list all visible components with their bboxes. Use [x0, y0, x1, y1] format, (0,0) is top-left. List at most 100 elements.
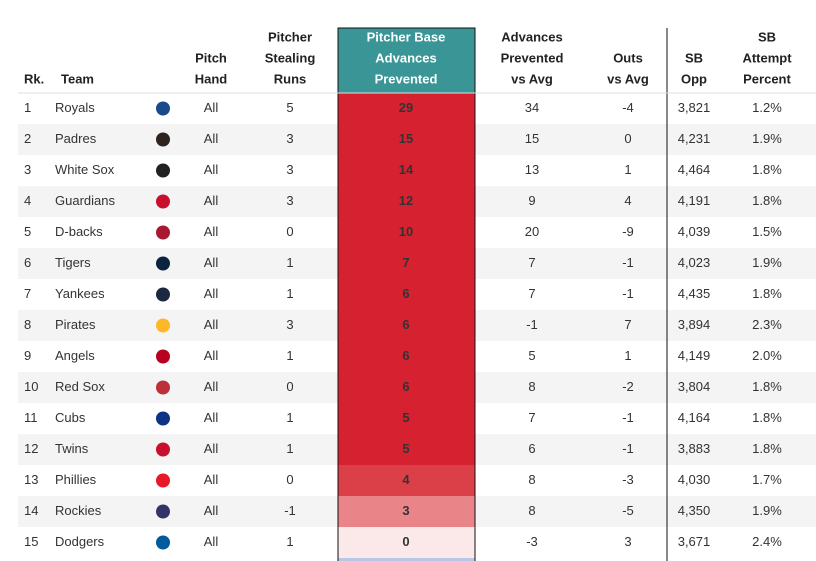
cell: All	[204, 162, 219, 177]
heat-cell	[338, 93, 475, 124]
cell: 1.9%	[752, 255, 782, 270]
cell: 4,023	[678, 255, 711, 270]
cell: -1	[622, 255, 634, 270]
column-header: Prevented	[375, 71, 438, 86]
team-logo	[156, 349, 170, 364]
cell: 10	[399, 224, 413, 239]
cell: 1.8%	[752, 441, 782, 456]
cell: -9	[622, 224, 634, 239]
cell: 3,894	[678, 317, 711, 332]
team-name: Yankees	[55, 286, 105, 301]
heat-cell	[338, 155, 475, 186]
cell: -1	[284, 503, 296, 518]
cell: 8	[528, 472, 535, 487]
cell: 3,804	[678, 379, 711, 394]
cell: 7	[624, 317, 631, 332]
cell: 0	[286, 379, 293, 394]
cell: 3	[402, 503, 409, 518]
cell: -5	[622, 503, 634, 518]
team-name: Red Sox	[55, 379, 105, 394]
highlight-border	[337, 27, 476, 561]
heat-cell	[338, 527, 475, 558]
column-header: vs Avg	[511, 71, 553, 86]
heat-cell	[338, 558, 475, 561]
cell: 15	[399, 131, 413, 146]
cell: 1	[286, 410, 293, 425]
team-name: Rockies	[55, 503, 102, 518]
heat-cell	[338, 465, 475, 496]
cell: 14	[399, 162, 414, 177]
cell: 5	[402, 410, 409, 425]
cell: 6	[402, 286, 409, 301]
cell: 2.3%	[752, 317, 782, 332]
cell: 1	[286, 255, 293, 270]
cell: 12	[24, 441, 38, 456]
cell: All	[204, 286, 219, 301]
cell: 13	[525, 162, 539, 177]
cell: All	[204, 503, 219, 518]
cell: -1	[526, 317, 538, 332]
team-name: Dodgers	[55, 534, 105, 549]
team-logo	[156, 194, 170, 209]
cell: 2.0%	[752, 348, 782, 363]
column-header: Hand	[195, 71, 228, 86]
cell: 7	[24, 286, 31, 301]
team-name: Tigers	[55, 255, 91, 270]
team-name: White Sox	[55, 162, 115, 177]
cell: 3	[286, 162, 293, 177]
team-name: D-backs	[55, 224, 103, 239]
cell: 3,821	[678, 100, 711, 115]
team-name: Cubs	[55, 410, 86, 425]
cell: -1	[622, 441, 634, 456]
cell: All	[204, 100, 219, 115]
column-header: Pitcher	[268, 29, 312, 44]
cell: 15	[24, 534, 38, 549]
cell: 4,231	[678, 131, 711, 146]
cell: 1	[624, 162, 631, 177]
cell: -2	[622, 379, 634, 394]
cell: 5	[402, 441, 409, 456]
cell: 12	[399, 193, 413, 208]
team-logo	[156, 473, 170, 488]
cell: -1	[622, 286, 634, 301]
cell: 1.8%	[752, 379, 782, 394]
cell: 1.2%	[752, 100, 782, 115]
heat-cell	[338, 496, 475, 527]
cell: All	[204, 224, 219, 239]
cell: 0	[402, 534, 409, 549]
cell: All	[204, 193, 219, 208]
column-header: SB	[685, 50, 703, 65]
cell: 15	[525, 131, 539, 146]
cell: 8	[528, 503, 535, 518]
column-header: Attempt	[742, 50, 792, 65]
column-header: Outs	[613, 50, 643, 65]
team-logo	[156, 101, 170, 116]
team-name: Guardians	[55, 193, 115, 208]
cell: 5	[286, 100, 293, 115]
heat-cell	[338, 217, 475, 248]
column-header: Advances	[501, 29, 562, 44]
cell: All	[204, 317, 219, 332]
heat-cell	[338, 403, 475, 434]
cell: 3	[24, 162, 31, 177]
cell: 0	[624, 131, 631, 146]
column-header: Percent	[743, 71, 791, 86]
heat-cell	[338, 248, 475, 279]
cell: 8	[24, 317, 31, 332]
column-header: Team	[61, 71, 94, 86]
cell: 6	[402, 317, 409, 332]
cell: 6	[402, 379, 409, 394]
team-logo	[156, 504, 170, 519]
cell: All	[204, 348, 219, 363]
team-name: Padres	[55, 131, 97, 146]
column-header: Rk.	[24, 71, 44, 86]
cell: 4,030	[678, 472, 711, 487]
cell: 2.4%	[752, 534, 782, 549]
cell: All	[204, 472, 219, 487]
cell: 1.8%	[752, 193, 782, 208]
heat-cell	[338, 310, 475, 341]
team-logo	[156, 287, 170, 302]
cell: All	[204, 534, 219, 549]
cell: -3	[622, 472, 634, 487]
